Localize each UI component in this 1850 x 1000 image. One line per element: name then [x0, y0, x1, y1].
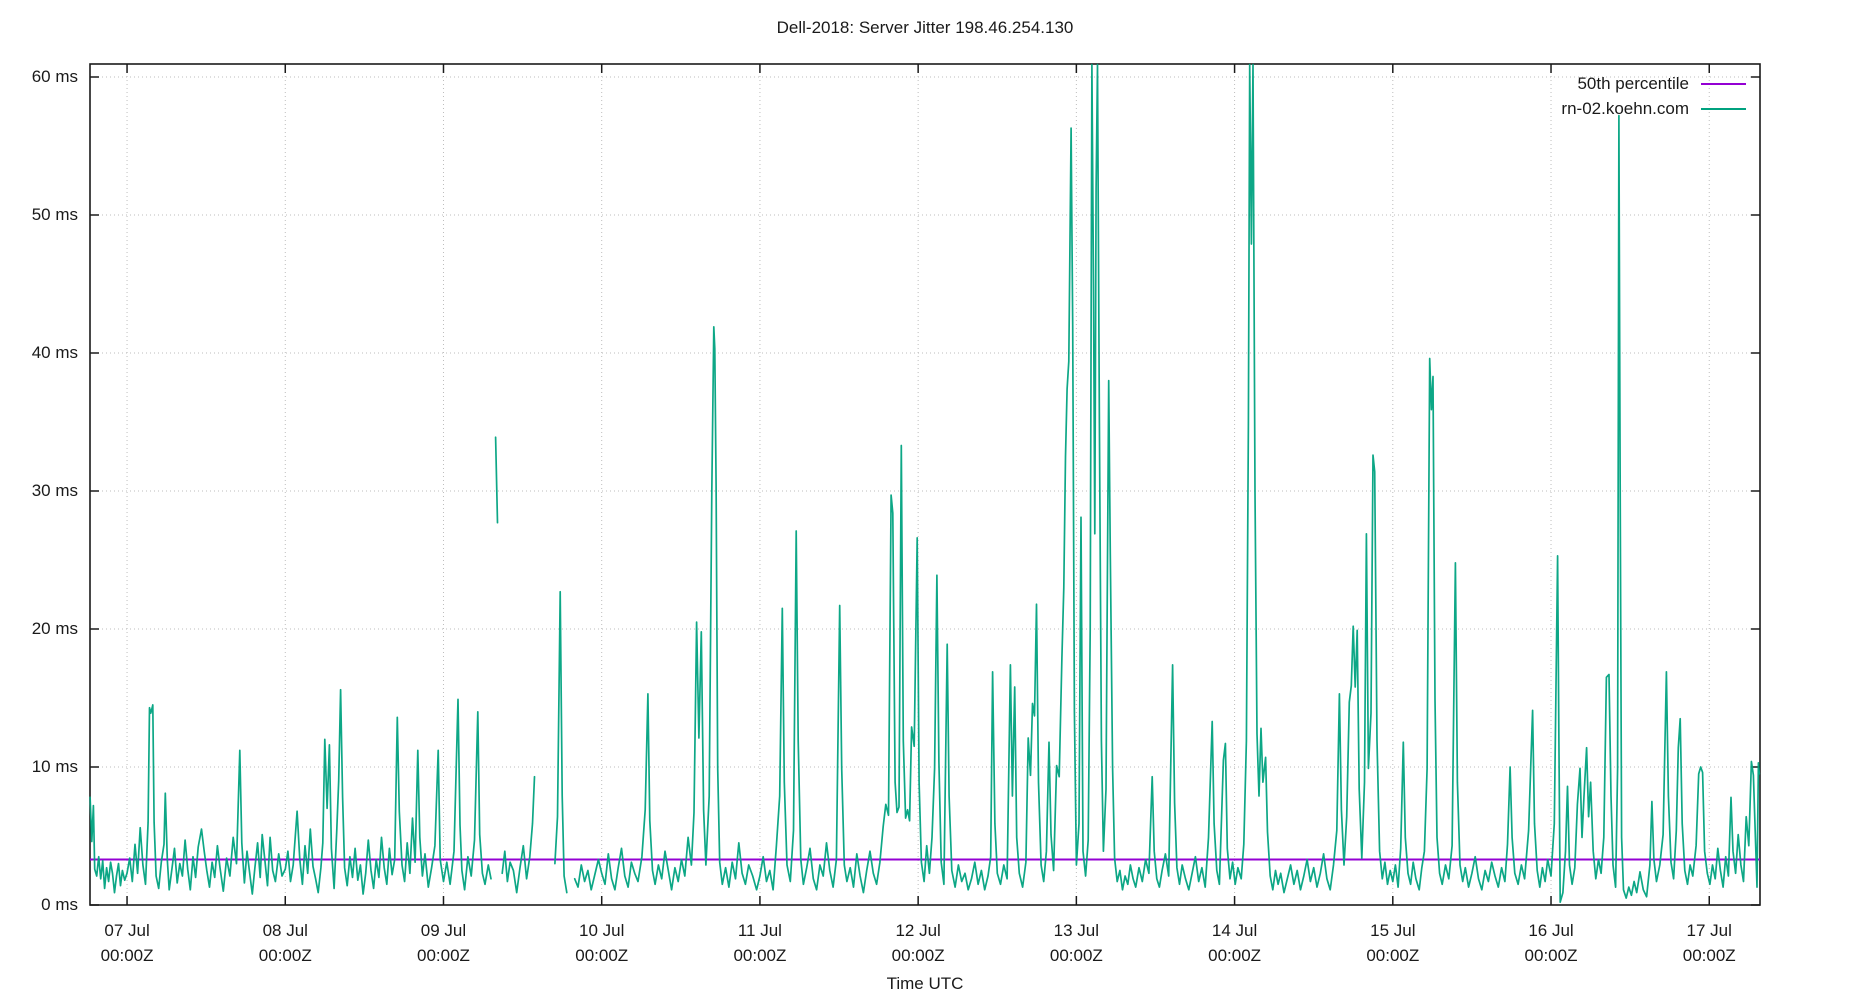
x-tick-label: 14 Jul 00:00Z: [1208, 921, 1262, 965]
legend-label: 50th percentile: [1577, 74, 1689, 93]
y-tick-label: 30 ms: [31, 481, 78, 500]
x-tick-label: 17 Jul 00:00Z: [1682, 921, 1736, 965]
chart-title: Dell-2018: Server Jitter 198.46.254.130: [776, 18, 1074, 37]
series-line-swatch-icon: [1701, 108, 1746, 110]
y-tick-label: 60 ms: [31, 67, 78, 86]
y-tick-label: 50 ms: [31, 205, 78, 224]
legend: 50th percentile rn-02.koehn.com: [1561, 73, 1746, 120]
x-tick-label: 10 Jul 00:00Z: [575, 921, 629, 965]
y-tick-label: 10 ms: [31, 757, 78, 776]
legend-item-50th-percentile: 50th percentile: [1561, 73, 1746, 95]
x-tick-label: 11 Jul 00:00Z: [733, 921, 787, 965]
y-tick-label: 40 ms: [31, 343, 78, 362]
y-tick-label: 20 ms: [31, 619, 78, 638]
x-tick-label: 12 Jul 00:00Z: [891, 921, 945, 965]
percentile-line-swatch-icon: [1701, 83, 1746, 85]
legend-item-host: rn-02.koehn.com: [1561, 98, 1746, 120]
x-tick-label: 08 Jul 00:00Z: [258, 921, 312, 965]
x-tick-label: 16 Jul 00:00Z: [1524, 921, 1578, 965]
x-axis-title: Time UTC: [886, 974, 964, 993]
x-tick-label: 09 Jul 00:00Z: [417, 921, 470, 965]
y-tick-label: 0 ms: [41, 895, 78, 914]
x-tick-label: 13 Jul 00:00Z: [1049, 921, 1103, 965]
jitter-series-line: [89, 63, 1761, 904]
plot-border: [89, 63, 1761, 906]
legend-label: rn-02.koehn.com: [1561, 99, 1689, 118]
x-tick-label: 07 Jul 00:00Z: [100, 921, 154, 965]
grid-lines: [90, 64, 1760, 905]
x-tick-label: 15 Jul 00:00Z: [1366, 921, 1420, 965]
